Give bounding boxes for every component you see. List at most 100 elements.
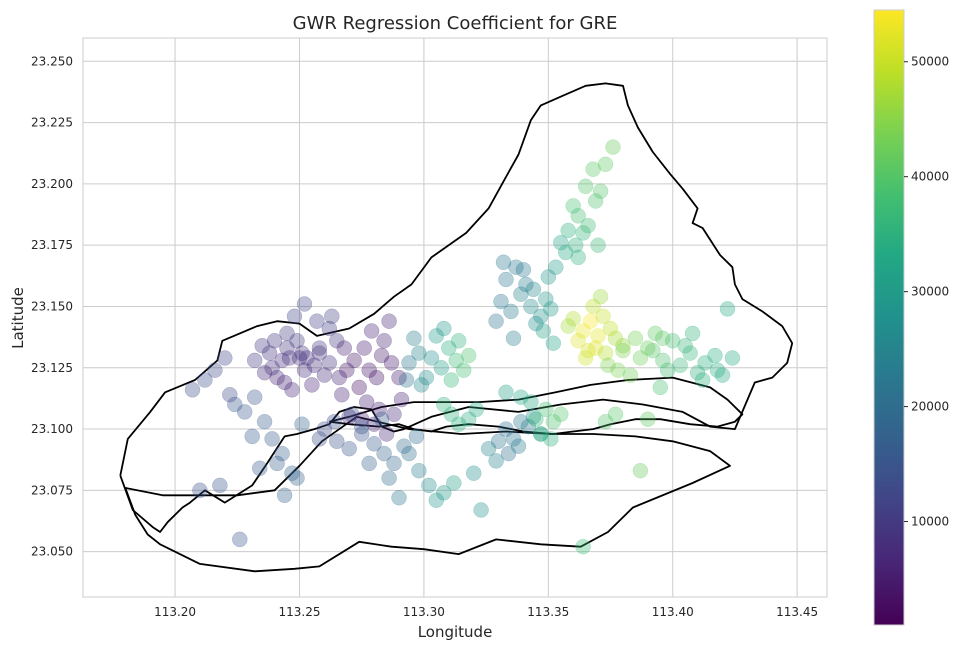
data-point — [311, 340, 328, 356]
data-point — [605, 139, 621, 155]
data-point — [533, 308, 549, 325]
data-point — [408, 428, 425, 445]
data-point — [548, 259, 564, 275]
data-point — [525, 281, 542, 298]
colorbar-tick-label: 10000 — [911, 515, 949, 529]
y-tick-label: 23.150 — [31, 299, 73, 313]
data-point — [597, 156, 614, 173]
data-point — [184, 382, 201, 398]
data-point — [577, 178, 594, 195]
data-point — [391, 489, 407, 506]
data-point — [311, 431, 328, 447]
data-point — [361, 455, 377, 472]
y-tick-label: 23.200 — [31, 177, 73, 191]
data-point — [443, 406, 460, 423]
colorbar-tick-label: 50000 — [911, 55, 949, 69]
data-point — [436, 485, 452, 501]
data-point — [495, 254, 512, 271]
data-point — [381, 470, 397, 486]
data-point — [326, 413, 343, 430]
data-point — [520, 418, 537, 435]
data-point — [353, 411, 370, 427]
colorbar — [873, 9, 905, 626]
data-point — [490, 433, 507, 450]
data-point — [672, 357, 688, 374]
plot-frame — [82, 37, 828, 598]
y-tick-label: 23.250 — [31, 54, 73, 68]
chart-title: GWR Regression Coefficient for GRE — [293, 13, 618, 34]
data-point — [498, 421, 514, 437]
data-point — [264, 431, 280, 447]
y-axis-label: Latitude — [9, 287, 27, 349]
data-point — [560, 318, 576, 334]
scatter-points — [184, 139, 741, 555]
data-point — [436, 396, 452, 413]
data-point — [565, 198, 581, 214]
data-point — [299, 350, 315, 366]
data-point — [232, 531, 248, 548]
data-point — [545, 335, 562, 351]
data-point — [376, 445, 392, 462]
data-point — [254, 337, 270, 354]
x-tick-label: 113.25 — [278, 605, 320, 619]
data-point — [575, 323, 591, 339]
data-point — [647, 325, 664, 342]
district-boundaries — [119, 82, 794, 573]
data-point — [575, 225, 591, 241]
data-point — [607, 406, 624, 423]
data-point — [334, 386, 350, 403]
data-point — [714, 367, 731, 383]
x-tick-label: 113.20 — [154, 605, 196, 619]
data-point — [553, 234, 569, 251]
data-point — [316, 367, 333, 383]
data-point — [381, 313, 397, 329]
data-point — [274, 445, 290, 462]
data-point — [222, 386, 238, 403]
data-point — [311, 345, 328, 361]
data-point — [294, 345, 310, 361]
data-point — [460, 347, 477, 364]
data-point — [597, 345, 614, 361]
data-point — [413, 377, 430, 393]
data-point — [600, 357, 616, 374]
data-point — [632, 350, 649, 366]
data-point — [640, 340, 656, 356]
data-point — [595, 308, 611, 325]
data-point — [640, 411, 656, 427]
data-point — [386, 406, 402, 423]
data-point — [383, 355, 400, 371]
data-point — [269, 369, 285, 386]
data-point — [577, 350, 594, 366]
data-point — [368, 369, 385, 386]
data-point — [627, 330, 644, 347]
data-point — [269, 455, 285, 472]
data-point — [533, 426, 549, 442]
data-point — [570, 249, 586, 266]
data-point — [441, 340, 457, 356]
data-point — [590, 237, 606, 253]
data-point — [615, 337, 631, 354]
data-point — [455, 362, 472, 378]
data-point — [498, 271, 514, 288]
data-point — [570, 333, 586, 349]
data-point — [376, 333, 392, 349]
data-point — [276, 374, 293, 391]
data-point — [503, 303, 519, 320]
data-point — [513, 413, 529, 430]
data-point — [197, 372, 213, 388]
data-point — [236, 404, 253, 420]
y-tick-label: 23.050 — [31, 545, 73, 559]
data-point — [538, 401, 554, 418]
data-point — [655, 330, 671, 347]
data-point — [443, 372, 460, 388]
data-point — [329, 333, 345, 349]
data-point — [645, 342, 661, 359]
data-point — [523, 298, 539, 315]
data-point — [610, 362, 626, 378]
data-point — [689, 364, 706, 381]
data-point — [244, 428, 260, 445]
data-point — [592, 288, 609, 305]
grid-lines — [83, 38, 827, 597]
data-point — [677, 337, 693, 354]
data-point — [406, 330, 422, 347]
